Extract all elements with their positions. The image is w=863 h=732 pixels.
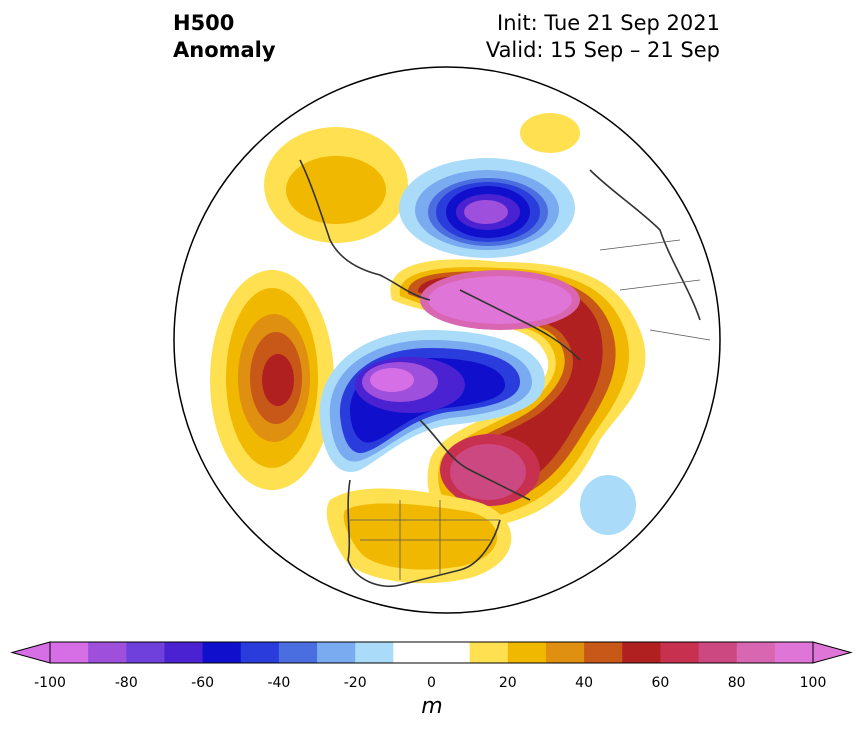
colorbar-tick-label: 80 xyxy=(727,675,746,691)
colorbar-tick-label: 0 xyxy=(427,675,436,691)
pacific-ridge xyxy=(210,270,334,490)
colorbar-bin xyxy=(126,642,165,663)
colorbar-tick-label: -80 xyxy=(114,675,138,691)
europe-ridge xyxy=(264,127,408,243)
colorbar-bin xyxy=(393,642,471,663)
chart-title: H500 Anomaly xyxy=(173,10,276,64)
arctic-small-ridge xyxy=(520,113,580,153)
borders xyxy=(350,239,711,580)
polar-map xyxy=(173,66,721,614)
title-line-2: Anomaly xyxy=(173,38,276,62)
colorbar-tick-label: -100 xyxy=(34,675,66,691)
colorbar-bin xyxy=(698,642,738,663)
siberia-canada-ridge xyxy=(390,259,646,527)
arctic-trough xyxy=(399,158,575,258)
colorbar-bin xyxy=(736,642,776,663)
colorbar-tick-label: 40 xyxy=(575,675,594,691)
colorbar-bin xyxy=(660,642,700,663)
colorbar-tick-label: 20 xyxy=(498,675,517,691)
colorbar-bin xyxy=(545,642,585,663)
colorbar-extend-low xyxy=(10,641,51,664)
colorbar-bin xyxy=(202,642,242,663)
init-label: Init: Tue 21 Sep 2021 xyxy=(497,11,720,35)
colorbar-frame xyxy=(49,641,814,664)
colorbar-tick-label: 100 xyxy=(799,675,827,691)
coastlines xyxy=(299,159,701,587)
colorbar-bin xyxy=(278,642,318,663)
colorbar-extend-high xyxy=(812,641,853,664)
colorbar-bin xyxy=(774,642,814,663)
date-info: Init: Tue 21 Sep 2021 Valid: 15 Sep – 21… xyxy=(486,10,720,64)
colorbar-bin xyxy=(469,642,509,663)
colorbar-bin xyxy=(88,642,127,663)
colorbar-tick-label: -60 xyxy=(191,675,215,691)
colorbar-bin xyxy=(507,642,547,663)
anomaly-field xyxy=(174,67,720,613)
atlantic-trough xyxy=(580,475,636,535)
colorbar-bin xyxy=(50,642,89,663)
valid-label: Valid: 15 Sep – 21 Sep xyxy=(485,38,720,62)
canada-trough xyxy=(319,330,545,472)
colorbar-tick-label: 60 xyxy=(651,675,670,691)
colorbar xyxy=(10,641,853,664)
colorbar-tick-label: -20 xyxy=(343,675,367,691)
colorbar-unit: m xyxy=(421,694,443,719)
colorbar-bin xyxy=(584,642,623,663)
map-boundary xyxy=(173,66,721,614)
colorbar-bin xyxy=(317,642,356,663)
colorbar-bin xyxy=(355,642,394,663)
colorbar-bin xyxy=(622,642,661,663)
colorbar-tick-label: -40 xyxy=(267,675,291,691)
colorbar-bin xyxy=(164,642,204,663)
title-line-1: H500 xyxy=(173,11,235,35)
colorbar-bin xyxy=(240,642,280,663)
